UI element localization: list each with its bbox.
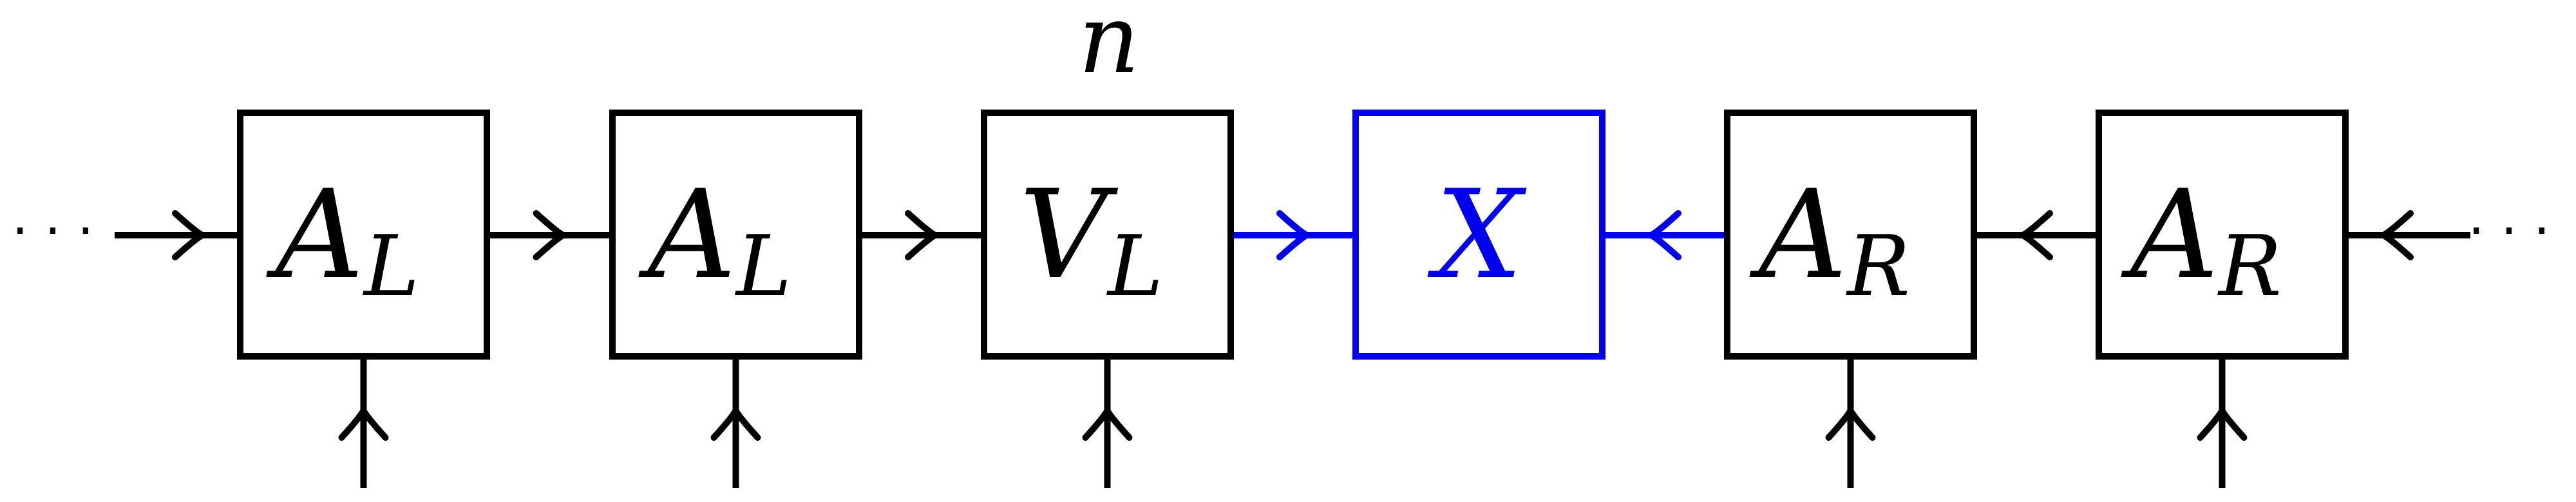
tensor-label-subscript: L xyxy=(1106,217,1163,315)
bond-arrow-0 xyxy=(172,210,205,260)
tensor-AL1: AL xyxy=(237,110,490,360)
tensors-layer: AL AL VL X AR AR xyxy=(237,110,2349,360)
bond-arrow-5 xyxy=(2020,210,2053,260)
tensor-label-X: X xyxy=(1427,164,1527,306)
tensor-label-base: X xyxy=(1427,164,1527,306)
tensor-label-subscript: R xyxy=(2217,217,2282,315)
tensor-AR1: AR xyxy=(1724,110,1977,360)
tensor-label-AL1: AL xyxy=(266,164,420,315)
physical-leg-arrow-AL2 xyxy=(710,407,761,441)
bond-arrow-2 xyxy=(905,210,938,260)
right-ellipsis: · · · xyxy=(2468,201,2550,261)
tensor-box-AL1 xyxy=(237,110,490,360)
tensor-label-AR2: AR xyxy=(2121,164,2282,315)
left-ellipsis: · · · xyxy=(12,201,93,261)
bond-arrow-4 xyxy=(1648,210,1681,260)
tensor-VL: VL xyxy=(981,110,1234,360)
tensor-label-base: A xyxy=(638,164,736,306)
index-label-n: n xyxy=(1078,0,1139,95)
tensor-label-subscript: L xyxy=(363,217,419,315)
tensor-label-base: A xyxy=(1749,164,1847,306)
physical-legs-layer xyxy=(338,356,2248,488)
physical-leg-arrow-AR2 xyxy=(2197,407,2248,441)
tensor-box-AL2 xyxy=(609,110,862,360)
tensor-box-VL xyxy=(981,110,1234,360)
physical-leg-arrow-AL1 xyxy=(338,407,389,441)
tensor-box-AR2 xyxy=(2096,110,2349,360)
bond-arrow-1 xyxy=(533,210,567,260)
tensor-X: X xyxy=(1352,110,1605,360)
tensor-label-AR1: AR xyxy=(1749,164,1910,315)
tensor-label-base: A xyxy=(2121,164,2219,306)
tensor-label-base: A xyxy=(266,164,364,306)
bond-arrow-6 xyxy=(2380,210,2414,260)
tensor-label-AL2: AL xyxy=(638,164,792,315)
bonds-layer xyxy=(115,210,2470,260)
physical-leg-arrow-AR1 xyxy=(1825,407,1876,441)
tensor-label-subscript: R xyxy=(1846,217,1910,315)
tensor-label-base: V xyxy=(1019,164,1119,306)
tensor-label-subscript: L xyxy=(735,217,791,315)
bond-arrow-3 xyxy=(1276,210,1310,260)
tensor-box-X xyxy=(1352,110,1605,360)
tensor-AL2: AL xyxy=(609,110,862,360)
tensor-label-VL: VL xyxy=(1019,164,1164,315)
tensor-box-AR1 xyxy=(1724,110,1977,360)
physical-leg-arrow-VL xyxy=(1082,407,1133,441)
tensor-AR2: AR xyxy=(2096,110,2349,360)
